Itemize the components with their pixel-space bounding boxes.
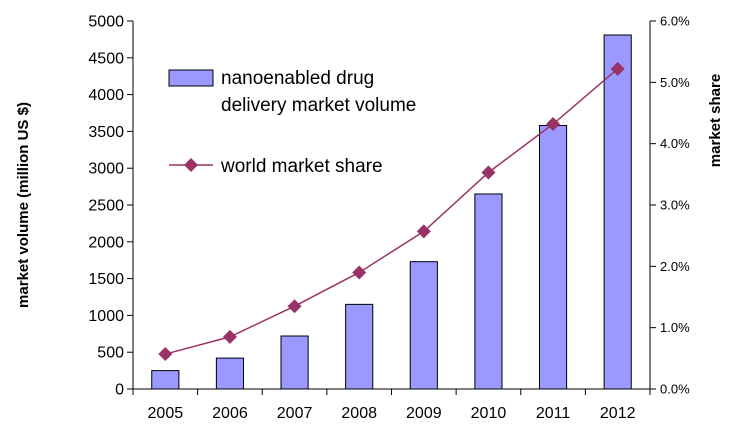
x-tick-label: 2008 bbox=[341, 405, 377, 422]
y-tick-label-left: 2000 bbox=[88, 234, 124, 251]
y-tick-label-left: 4000 bbox=[88, 87, 124, 104]
y-tick-label-right: 2.0% bbox=[660, 259, 690, 274]
y-axis-title-left: market volume (million US $) bbox=[15, 102, 32, 308]
bar-2011 bbox=[538, 125, 568, 390]
y-tick-label-left: 5000 bbox=[88, 14, 124, 31]
x-tick-label: 2012 bbox=[600, 405, 636, 422]
x-tick-label: 2011 bbox=[536, 405, 571, 422]
y-axis-title-right: market share bbox=[707, 74, 724, 167]
bar-2005 bbox=[151, 370, 180, 390]
market-share-point-2008 bbox=[352, 265, 367, 280]
x-tick-label: 2009 bbox=[406, 405, 442, 422]
bar-2009 bbox=[409, 261, 438, 390]
bar-2012 bbox=[603, 34, 632, 390]
bar-2006 bbox=[215, 357, 245, 390]
y-tick-label-right: 4.0% bbox=[660, 136, 690, 151]
y-tick-label-left: 4500 bbox=[88, 50, 124, 67]
legend: nanoenabled drug delivery market volume wo… bbox=[168, 68, 416, 177]
y-tick-label-right: 1.0% bbox=[660, 320, 690, 335]
market-share-series bbox=[158, 61, 625, 362]
x-tick-label: 2006 bbox=[212, 405, 248, 422]
legend-label-bar: delivery market volume bbox=[221, 95, 416, 116]
legend-swatch-marker bbox=[184, 158, 198, 172]
market-share-point-2012 bbox=[610, 61, 625, 76]
x-tick-label: 2007 bbox=[277, 405, 313, 422]
x-tick-label: 2010 bbox=[471, 405, 507, 422]
bar-2007 bbox=[280, 335, 309, 390]
market-share-point-2007 bbox=[287, 299, 302, 314]
legend-label-line: world market share bbox=[220, 156, 383, 177]
y-tick-label-right: 5.0% bbox=[660, 75, 690, 90]
market-share-point-2009 bbox=[416, 224, 431, 239]
bar-2010 bbox=[474, 193, 503, 390]
y-tick-label-right: 0.0% bbox=[660, 382, 690, 397]
axes bbox=[127, 20, 656, 395]
market-share-line bbox=[165, 68, 619, 355]
y-tick-label-right: 3.0% bbox=[660, 198, 690, 213]
y-tick-label-left: 2500 bbox=[88, 198, 124, 215]
bar-2008 bbox=[345, 303, 374, 390]
y-tick-label-left: 0 bbox=[115, 382, 124, 399]
y-tick-label-left: 1500 bbox=[88, 271, 124, 288]
x-tick-label: 2005 bbox=[148, 405, 184, 422]
y-tick-label-left: 1000 bbox=[88, 308, 124, 325]
y-tick-label-left: 500 bbox=[97, 345, 124, 362]
legend-label-bar: nanoenabled drug bbox=[221, 68, 374, 89]
y-tick-label-left: 3000 bbox=[88, 161, 124, 178]
legend-swatch-bar bbox=[168, 69, 214, 87]
market-share-point-2011 bbox=[546, 117, 561, 132]
y-tick-label-right: 6.0% bbox=[660, 14, 690, 29]
market-share-point-2006 bbox=[222, 329, 237, 344]
y-tick-label-left: 3500 bbox=[88, 124, 124, 141]
market-share-point-2005 bbox=[158, 347, 173, 362]
bar-series bbox=[151, 34, 632, 390]
market-share-point-2010 bbox=[481, 165, 496, 180]
tick-labels: 0 500 1000 1500 2000 2500 3000 3500 4000 4500 5000… bbox=[88, 14, 690, 423]
